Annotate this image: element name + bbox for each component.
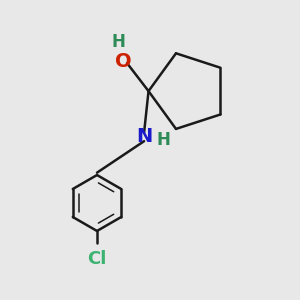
Text: H: H [111,33,125,51]
Text: Cl: Cl [87,250,107,268]
Text: O: O [115,52,132,71]
Text: H: H [156,131,170,149]
Text: N: N [136,127,152,146]
